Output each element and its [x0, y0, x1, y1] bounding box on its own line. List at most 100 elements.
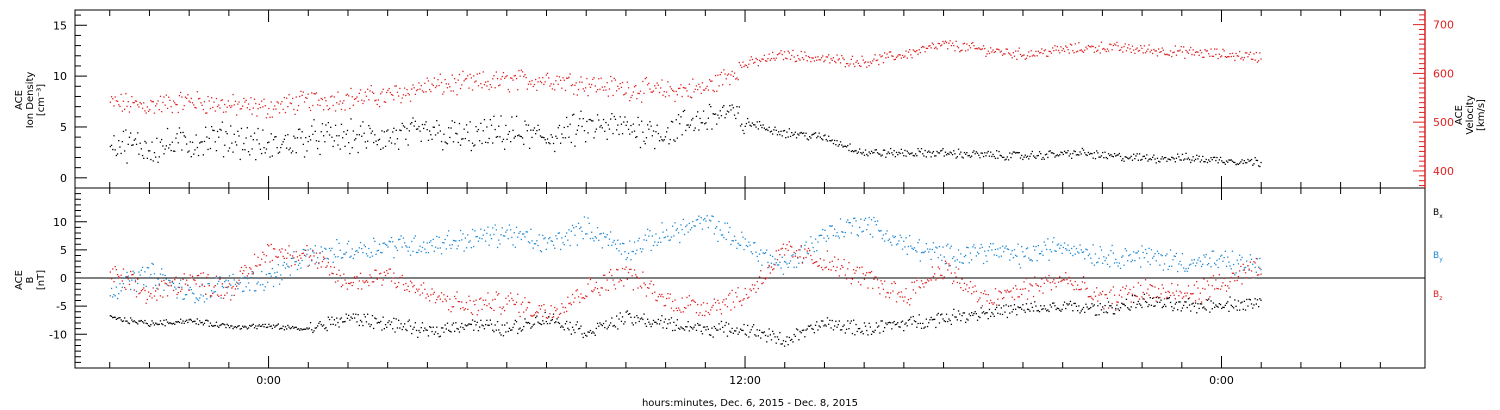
bz-point [926, 279, 929, 281]
ion-density-point [974, 153, 976, 155]
bz-point [513, 303, 515, 306]
ion-density-point [498, 125, 500, 127]
ion-density-point [783, 129, 786, 132]
ion-density-point [303, 156, 306, 158]
bx-point [661, 315, 663, 317]
velocity-point [301, 94, 303, 96]
ion-density-point [324, 141, 326, 143]
bz-point [1026, 298, 1029, 300]
ion-density-point [586, 120, 588, 123]
bz-point [137, 278, 139, 280]
ion-density-point [1093, 152, 1095, 154]
bz-point [1107, 307, 1110, 309]
bz-point [776, 259, 779, 261]
bx-point [1093, 304, 1095, 306]
velocity-point [1172, 52, 1174, 54]
velocity-point [207, 95, 209, 98]
by-point [264, 286, 266, 288]
velocity-point [1160, 51, 1162, 53]
by-point [357, 251, 359, 254]
bz-point [959, 282, 961, 284]
ion-density-point [613, 115, 615, 118]
bx-point [513, 323, 515, 325]
ion-density-point [1109, 154, 1111, 157]
ion-density-point [475, 126, 477, 128]
ion-density-point [950, 152, 952, 154]
bx-point [1043, 305, 1045, 307]
velocity-point [1155, 50, 1157, 52]
velocity-point [1009, 53, 1011, 55]
ion-density-point [1099, 156, 1101, 158]
bz-point [459, 308, 462, 310]
velocity-point [830, 58, 832, 60]
bz-point [656, 300, 658, 302]
ion-density-point [1242, 162, 1244, 165]
velocity-point [794, 60, 796, 63]
bx-point [910, 316, 912, 318]
bz-point [786, 244, 788, 246]
bz-point [1202, 287, 1204, 290]
by-point [774, 258, 776, 260]
bx-point [505, 331, 507, 333]
bx-point [1061, 308, 1063, 311]
ion-density-point [244, 149, 246, 151]
bx-point [262, 323, 264, 326]
velocity-point [1144, 52, 1147, 54]
velocity-point [744, 64, 746, 66]
by-point [149, 276, 151, 279]
by-point [371, 255, 374, 257]
ion-density-point [339, 148, 341, 150]
ion-density-point [575, 133, 577, 135]
bx-point [170, 322, 172, 325]
velocity-point [606, 82, 608, 84]
bx-point [898, 326, 900, 328]
ion-density-point [654, 147, 656, 150]
ion-density-point [1180, 159, 1182, 161]
velocity-point [823, 61, 825, 63]
bx-point [708, 334, 711, 336]
by-point [937, 257, 939, 259]
bz-point [723, 299, 725, 301]
by-point [725, 238, 727, 241]
bz-point [1003, 297, 1005, 299]
velocity-point [471, 89, 474, 91]
bx-point [1066, 303, 1068, 305]
ion-density-point [660, 136, 662, 138]
velocity-point [208, 100, 210, 102]
velocity-point [573, 93, 575, 95]
by-point [202, 295, 204, 297]
velocity-point [158, 109, 160, 111]
by-point [327, 258, 329, 260]
ion-density-point [874, 149, 876, 151]
by-point [686, 224, 688, 226]
by-point [1032, 245, 1035, 247]
by-point [579, 228, 581, 230]
by-point [1233, 263, 1235, 266]
velocity-point [218, 104, 220, 106]
bz-point [1079, 289, 1081, 291]
bz-point [1121, 296, 1123, 298]
bz-point [128, 283, 131, 286]
bz-point [625, 266, 627, 268]
bz-point [762, 282, 764, 284]
ion-density-point [205, 126, 207, 128]
by-point [674, 222, 676, 224]
ion-density-point [271, 155, 273, 157]
velocity-point [950, 45, 952, 47]
by-point [805, 241, 807, 243]
velocity-point [1041, 48, 1043, 50]
ion-density-point [225, 131, 227, 133]
by-point [705, 220, 707, 222]
ion-density-point [183, 135, 185, 137]
by-point [598, 239, 600, 241]
ion-density-point [194, 149, 196, 151]
by-point [551, 240, 553, 243]
bx-point [875, 322, 877, 324]
ion-density-point [1175, 157, 1178, 159]
by-point [216, 283, 219, 285]
ion-density-point [202, 154, 204, 156]
by-point [1181, 253, 1184, 255]
bx-point [296, 328, 299, 330]
by-point [412, 250, 414, 253]
bx-point [911, 323, 913, 325]
